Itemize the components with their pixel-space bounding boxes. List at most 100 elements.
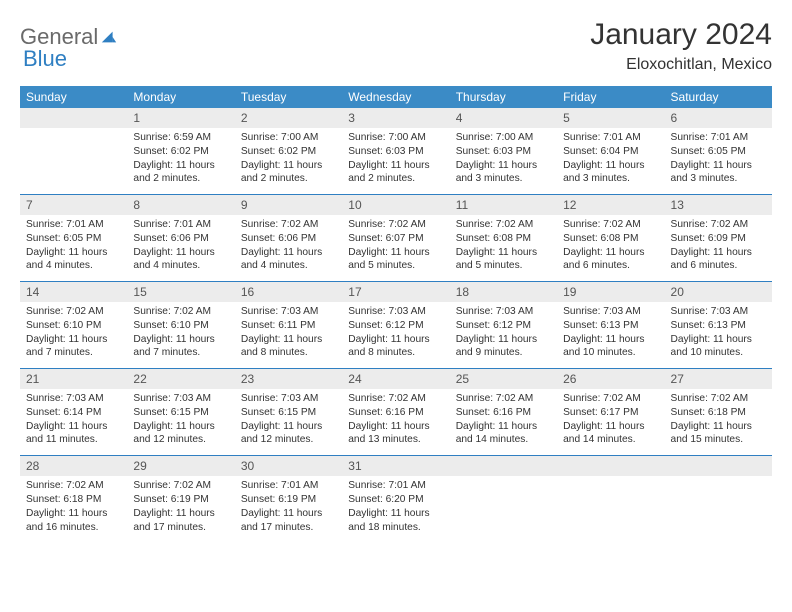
day-number: 4 — [450, 108, 557, 128]
day-cell: 22Sunrise: 7:03 AMSunset: 6:15 PMDayligh… — [127, 369, 234, 456]
day-cell: 1Sunrise: 6:59 AMSunset: 6:02 PMDaylight… — [127, 108, 234, 195]
day-number: 12 — [557, 195, 664, 215]
day-cell: 13Sunrise: 7:02 AMSunset: 6:09 PMDayligh… — [665, 195, 772, 282]
day-cell: 23Sunrise: 7:03 AMSunset: 6:15 PMDayligh… — [235, 369, 342, 456]
weekday-header: Wednesday — [342, 86, 449, 108]
calendar-table: SundayMondayTuesdayWednesdayThursdayFrid… — [20, 86, 772, 542]
day-number: 1 — [127, 108, 234, 128]
calendar-header-row: SundayMondayTuesdayWednesdayThursdayFrid… — [20, 86, 772, 108]
day-body: Sunrise: 7:02 AMSunset: 6:18 PMDaylight:… — [20, 476, 127, 542]
day-number: 14 — [20, 282, 127, 302]
empty-cell — [557, 456, 664, 543]
day-number: 29 — [127, 456, 234, 476]
day-cell: 4Sunrise: 7:00 AMSunset: 6:03 PMDaylight… — [450, 108, 557, 195]
day-cell: 15Sunrise: 7:02 AMSunset: 6:10 PMDayligh… — [127, 282, 234, 369]
weekday-header: Friday — [557, 86, 664, 108]
day-cell: 11Sunrise: 7:02 AMSunset: 6:08 PMDayligh… — [450, 195, 557, 282]
day-cell: 31Sunrise: 7:01 AMSunset: 6:20 PMDayligh… — [342, 456, 449, 543]
day-cell: 20Sunrise: 7:03 AMSunset: 6:13 PMDayligh… — [665, 282, 772, 369]
logo-text-blue: Blue — [23, 46, 67, 71]
day-cell: 6Sunrise: 7:01 AMSunset: 6:05 PMDaylight… — [665, 108, 772, 195]
day-body: Sunrise: 7:02 AMSunset: 6:09 PMDaylight:… — [665, 215, 772, 281]
empty-cell — [665, 456, 772, 543]
day-cell: 25Sunrise: 7:02 AMSunset: 6:16 PMDayligh… — [450, 369, 557, 456]
day-body: Sunrise: 7:01 AMSunset: 6:19 PMDaylight:… — [235, 476, 342, 542]
day-number: 7 — [20, 195, 127, 215]
day-number: 23 — [235, 369, 342, 389]
day-body: Sunrise: 7:03 AMSunset: 6:13 PMDaylight:… — [665, 302, 772, 368]
day-body: Sunrise: 7:03 AMSunset: 6:11 PMDaylight:… — [235, 302, 342, 368]
calendar-page: General January 2024 Eloxochitlan, Mexic… — [0, 0, 792, 552]
day-number: 31 — [342, 456, 449, 476]
day-number: 24 — [342, 369, 449, 389]
day-body: Sunrise: 7:03 AMSunset: 6:14 PMDaylight:… — [20, 389, 127, 455]
day-number: 2 — [235, 108, 342, 128]
day-number: 25 — [450, 369, 557, 389]
day-number: 27 — [665, 369, 772, 389]
day-number: 17 — [342, 282, 449, 302]
day-body: Sunrise: 7:00 AMSunset: 6:03 PMDaylight:… — [342, 128, 449, 194]
day-body: Sunrise: 7:02 AMSunset: 6:08 PMDaylight:… — [557, 215, 664, 281]
weekday-header: Monday — [127, 86, 234, 108]
day-cell: 2Sunrise: 7:00 AMSunset: 6:02 PMDaylight… — [235, 108, 342, 195]
day-body: Sunrise: 7:02 AMSunset: 6:06 PMDaylight:… — [235, 215, 342, 281]
day-cell: 12Sunrise: 7:02 AMSunset: 6:08 PMDayligh… — [557, 195, 664, 282]
day-number: 15 — [127, 282, 234, 302]
weekday-header: Thursday — [450, 86, 557, 108]
day-body: Sunrise: 7:00 AMSunset: 6:03 PMDaylight:… — [450, 128, 557, 194]
day-cell: 3Sunrise: 7:00 AMSunset: 6:03 PMDaylight… — [342, 108, 449, 195]
day-number: 8 — [127, 195, 234, 215]
day-body: Sunrise: 7:02 AMSunset: 6:16 PMDaylight:… — [342, 389, 449, 455]
day-cell: 19Sunrise: 7:03 AMSunset: 6:13 PMDayligh… — [557, 282, 664, 369]
day-body: Sunrise: 7:01 AMSunset: 6:05 PMDaylight:… — [20, 215, 127, 281]
day-body: Sunrise: 7:02 AMSunset: 6:16 PMDaylight:… — [450, 389, 557, 455]
day-number: 22 — [127, 369, 234, 389]
day-number: 30 — [235, 456, 342, 476]
day-body: Sunrise: 7:03 AMSunset: 6:12 PMDaylight:… — [342, 302, 449, 368]
day-body: Sunrise: 7:01 AMSunset: 6:06 PMDaylight:… — [127, 215, 234, 281]
day-cell: 21Sunrise: 7:03 AMSunset: 6:14 PMDayligh… — [20, 369, 127, 456]
day-number: 11 — [450, 195, 557, 215]
day-number: 26 — [557, 369, 664, 389]
day-cell: 7Sunrise: 7:01 AMSunset: 6:05 PMDaylight… — [20, 195, 127, 282]
day-number: 3 — [342, 108, 449, 128]
day-cell: 9Sunrise: 7:02 AMSunset: 6:06 PMDaylight… — [235, 195, 342, 282]
day-body: Sunrise: 7:03 AMSunset: 6:15 PMDaylight:… — [235, 389, 342, 455]
day-body: Sunrise: 7:03 AMSunset: 6:12 PMDaylight:… — [450, 302, 557, 368]
day-body: Sunrise: 7:01 AMSunset: 6:05 PMDaylight:… — [665, 128, 772, 194]
location-label: Eloxochitlan, Mexico — [590, 56, 772, 74]
day-number: 18 — [450, 282, 557, 302]
day-cell: 28Sunrise: 7:02 AMSunset: 6:18 PMDayligh… — [20, 456, 127, 543]
day-body: Sunrise: 7:01 AMSunset: 6:20 PMDaylight:… — [342, 476, 449, 542]
day-number: 9 — [235, 195, 342, 215]
day-cell: 27Sunrise: 7:02 AMSunset: 6:18 PMDayligh… — [665, 369, 772, 456]
day-cell: 8Sunrise: 7:01 AMSunset: 6:06 PMDaylight… — [127, 195, 234, 282]
day-cell: 26Sunrise: 7:02 AMSunset: 6:17 PMDayligh… — [557, 369, 664, 456]
day-cell: 17Sunrise: 7:03 AMSunset: 6:12 PMDayligh… — [342, 282, 449, 369]
day-body: Sunrise: 7:02 AMSunset: 6:08 PMDaylight:… — [450, 215, 557, 281]
title-block: January 2024 Eloxochitlan, Mexico — [590, 18, 772, 74]
day-body: Sunrise: 7:02 AMSunset: 6:18 PMDaylight:… — [665, 389, 772, 455]
day-number: 21 — [20, 369, 127, 389]
day-body: Sunrise: 7:00 AMSunset: 6:02 PMDaylight:… — [235, 128, 342, 194]
day-number: 5 — [557, 108, 664, 128]
day-body: Sunrise: 6:59 AMSunset: 6:02 PMDaylight:… — [127, 128, 234, 194]
calendar-body: 1Sunrise: 6:59 AMSunset: 6:02 PMDaylight… — [20, 108, 772, 542]
day-cell: 18Sunrise: 7:03 AMSunset: 6:12 PMDayligh… — [450, 282, 557, 369]
day-cell: 10Sunrise: 7:02 AMSunset: 6:07 PMDayligh… — [342, 195, 449, 282]
day-number: 28 — [20, 456, 127, 476]
day-number: 16 — [235, 282, 342, 302]
day-body: Sunrise: 7:02 AMSunset: 6:07 PMDaylight:… — [342, 215, 449, 281]
month-title: January 2024 — [590, 18, 772, 52]
day-cell: 14Sunrise: 7:02 AMSunset: 6:10 PMDayligh… — [20, 282, 127, 369]
empty-cell — [20, 108, 127, 195]
empty-cell — [450, 456, 557, 543]
day-number: 20 — [665, 282, 772, 302]
day-body: Sunrise: 7:03 AMSunset: 6:13 PMDaylight:… — [557, 302, 664, 368]
day-cell: 16Sunrise: 7:03 AMSunset: 6:11 PMDayligh… — [235, 282, 342, 369]
logo-sub: Blue — [22, 46, 67, 72]
day-number: 6 — [665, 108, 772, 128]
day-cell: 24Sunrise: 7:02 AMSunset: 6:16 PMDayligh… — [342, 369, 449, 456]
day-number: 10 — [342, 195, 449, 215]
day-cell: 30Sunrise: 7:01 AMSunset: 6:19 PMDayligh… — [235, 456, 342, 543]
